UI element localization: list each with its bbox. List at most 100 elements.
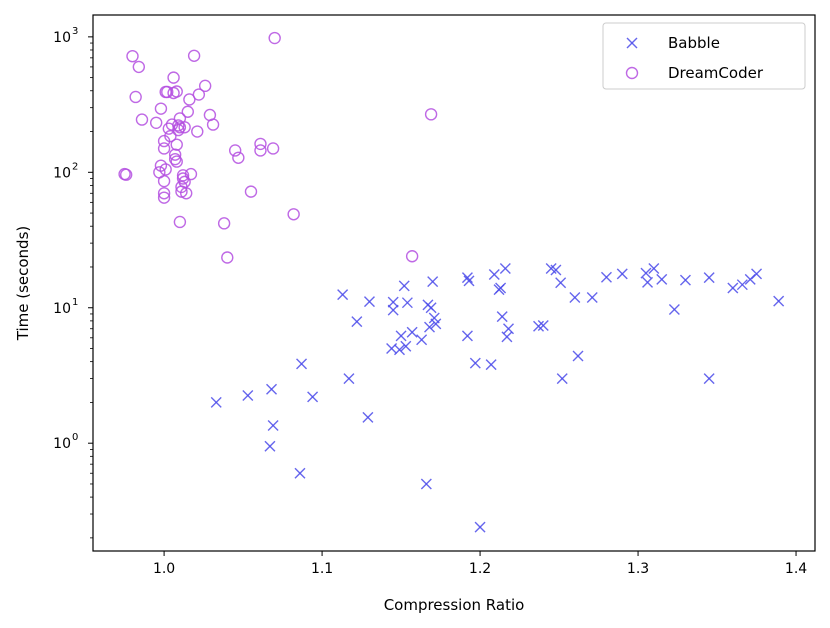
legend-dreamcoder-symbol	[625, 66, 639, 80]
dreamcoder-point	[206, 118, 220, 131]
babble-point-stroke-b	[469, 357, 481, 369]
babble-point	[296, 358, 308, 370]
dreamcoder-point	[228, 144, 242, 157]
babble-point-stroke-b	[545, 262, 557, 274]
dreamcoder-point	[221, 251, 234, 264]
dreamcoder-point	[135, 113, 149, 126]
babble-point	[463, 275, 475, 287]
babble-point-stroke-b	[648, 262, 660, 274]
dreamcoder-point	[132, 60, 146, 74]
dreamcoder-point	[268, 31, 281, 45]
babble-point-stroke-b	[640, 267, 652, 279]
babble-point-stroke-b	[586, 292, 598, 304]
babble-point-stroke-b	[337, 289, 349, 301]
babble-point	[398, 280, 410, 292]
babble-point-stroke-b	[424, 321, 436, 333]
dreamcoder-point	[157, 187, 171, 200]
babble-point	[363, 296, 375, 308]
dreamcoder-point	[129, 90, 142, 104]
x-tick-label: 1.1	[311, 561, 333, 577]
babble-point	[416, 334, 428, 346]
plot-area-frame	[92, 14, 816, 552]
x-tick-label: 1.0	[153, 561, 175, 577]
dreamcoder-point	[157, 142, 171, 155]
babble-point-stroke-b	[495, 282, 507, 294]
babble-point	[550, 264, 562, 276]
babble-point	[387, 296, 399, 308]
dreamcoder-point	[149, 116, 163, 130]
babble-point	[430, 318, 442, 330]
dreamcoder-point	[167, 71, 180, 84]
babble-point-stroke-b	[393, 344, 405, 356]
babble-point	[469, 357, 481, 369]
babble-point-stroke-b	[406, 326, 418, 338]
dreamcoder-point	[168, 152, 182, 166]
dreamcoder-point	[183, 93, 196, 106]
babble-point-stroke-b	[266, 383, 278, 395]
dreamcoder-point	[157, 174, 171, 188]
babble-point-stroke-b	[727, 282, 739, 294]
babble-point	[387, 304, 399, 316]
dreamcoder-point	[159, 163, 172, 176]
y-tick-label: 10	[53, 301, 71, 317]
babble-point-stroke-b	[428, 312, 440, 324]
babble-point-stroke-b	[736, 279, 748, 291]
legend-marker-dreamcoder	[625, 66, 639, 80]
dreamcoder-point	[178, 121, 191, 134]
babble-point	[266, 383, 278, 395]
babble-point-stroke-b	[503, 323, 515, 335]
babble-point-stroke-b	[556, 373, 568, 385]
babble-point-stroke-b	[351, 316, 363, 328]
dreamcoder-point	[187, 49, 201, 62]
babble-point	[556, 373, 568, 385]
babble-point	[555, 277, 567, 289]
babble-point-stroke-b	[387, 296, 399, 308]
dreamcoder-point	[154, 102, 168, 115]
babble-point	[337, 289, 349, 301]
dreamcoder-point	[254, 137, 267, 151]
dreamcoder-point	[244, 185, 258, 198]
babble-point	[425, 302, 437, 314]
legend-label-dreamcoder: DreamCoder	[668, 64, 764, 82]
babble-point	[474, 521, 486, 533]
y-tick-exponent: 3	[72, 26, 78, 37]
babble-point	[703, 272, 715, 284]
dreamcoder-point	[119, 168, 133, 181]
babble-point-stroke-b	[751, 268, 763, 280]
x-axis-title: Compression Ratio	[384, 596, 525, 614]
babble-point-stroke-b	[420, 478, 432, 490]
babble-point	[395, 330, 407, 342]
babble-point-stroke-b	[387, 304, 399, 316]
babble-point-stroke-b	[398, 280, 410, 292]
babble-point	[427, 276, 439, 288]
babble-point-stroke-b	[430, 318, 442, 330]
babble-point	[648, 262, 660, 274]
babble-point	[503, 323, 515, 335]
dreamcoder-point	[217, 217, 231, 230]
babble-point-stroke-b	[642, 276, 654, 288]
dreamcoder-point	[173, 215, 187, 229]
legend-babble-symbol-stroke-b	[626, 37, 638, 49]
legend-label-babble: Babble	[668, 34, 720, 52]
babble-point-stroke-b	[400, 340, 412, 352]
dreamcoder-point	[254, 144, 267, 157]
babble-point-stroke-b	[294, 467, 306, 479]
babble-point	[343, 373, 355, 385]
babble-point-stroke-b	[461, 330, 473, 342]
babble-point	[727, 282, 739, 294]
babble-point-stroke-b	[416, 334, 428, 346]
dreamcoder-point	[405, 250, 419, 263]
babble-point-stroke-b	[572, 350, 584, 362]
babble-point-stroke-b	[569, 292, 581, 304]
babble-point-stroke-b	[656, 273, 668, 285]
babble-point	[496, 311, 508, 323]
babble-point-stroke-b	[499, 262, 511, 274]
babble-point-stroke-b	[425, 302, 437, 314]
babble-point-stroke-b	[362, 411, 374, 423]
y-tick-exponent: 1	[72, 297, 78, 308]
babble-point-stroke-b	[537, 319, 549, 331]
y-tick-exponent: 2	[72, 161, 78, 172]
babble-point	[600, 271, 612, 283]
